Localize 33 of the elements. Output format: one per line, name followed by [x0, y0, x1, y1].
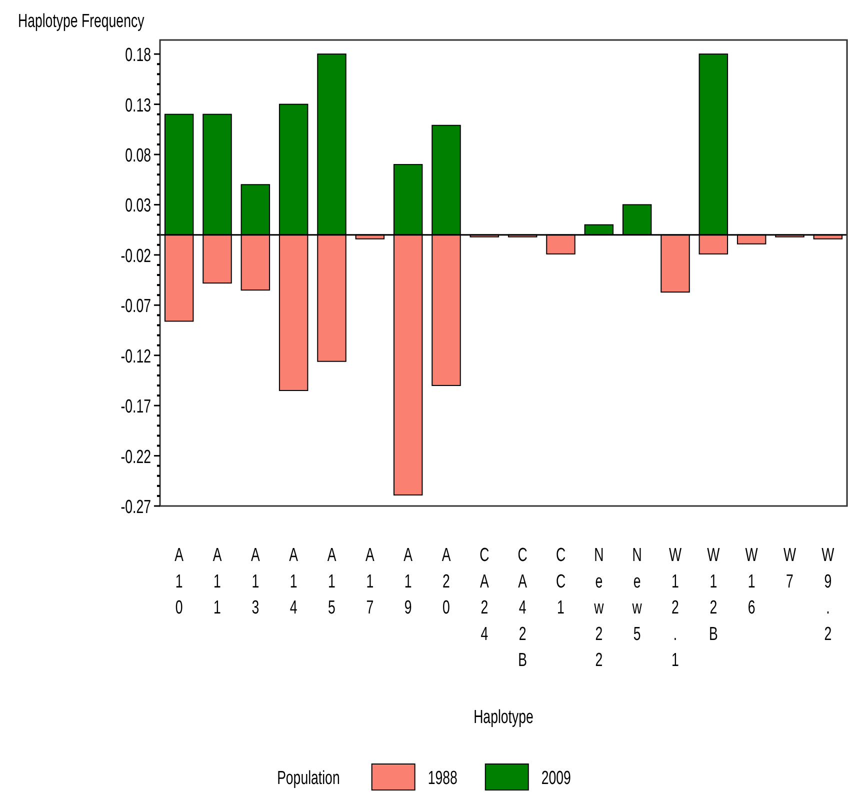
legend-title: Population — [277, 768, 340, 789]
y-axis-title: Haplotype Frequency — [18, 10, 145, 32]
x-tick-label: A11 — [212, 544, 222, 618]
x-tick-label: W16 — [745, 544, 758, 618]
x-tick-label: New22 — [593, 544, 604, 671]
x-tick-label: A14 — [289, 544, 298, 618]
legend-label: 1988 — [428, 768, 458, 789]
x-tick-label: New5 — [631, 544, 642, 645]
y-tick-label: 0.18 — [125, 44, 151, 66]
x-tick-label: A13 — [250, 544, 260, 618]
y-tick-label: 0.13 — [125, 95, 151, 116]
x-tick-label: W12.1 — [668, 544, 682, 671]
x-tick-label: A19 — [404, 544, 413, 618]
x-tick-label: A17 — [365, 544, 374, 618]
y-tick-label: -0.02 — [120, 246, 151, 267]
y-tick-label: -0.17 — [120, 396, 151, 418]
y-tick-label: 0.08 — [125, 145, 151, 166]
x-tick-label: CC1 — [556, 544, 566, 618]
x-tick-label: W12B — [707, 544, 720, 645]
x-tick-label: A10 — [174, 544, 184, 618]
x-tick-label: A15 — [327, 544, 336, 618]
x-tick-label: A20 — [442, 544, 451, 618]
y-tick-label: -0.07 — [120, 296, 151, 317]
x-tick-label: CA24 — [480, 544, 490, 645]
y-tick-label: -0.27 — [120, 496, 151, 518]
x-tick-label: CA42B — [518, 544, 528, 671]
y-tick-label: -0.22 — [120, 446, 151, 468]
y-tick-label: 0.03 — [125, 195, 151, 216]
y-tick-label: -0.12 — [120, 346, 151, 367]
x-axis-title: Haplotype — [474, 706, 534, 728]
x-tick-label: W9.2 — [822, 544, 835, 645]
legend-label: 2009 — [541, 768, 571, 789]
x-tick-label: W7 — [783, 544, 796, 592]
